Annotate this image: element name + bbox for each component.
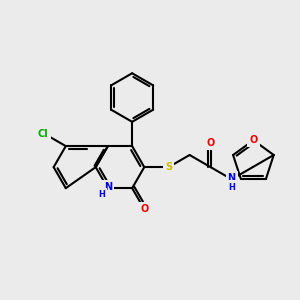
Text: O: O <box>140 204 148 214</box>
Text: H: H <box>228 182 235 191</box>
Text: S: S <box>165 162 172 172</box>
Text: N: N <box>228 173 236 183</box>
Text: O: O <box>249 135 257 145</box>
Text: Cl: Cl <box>38 129 49 139</box>
Text: H: H <box>98 190 105 199</box>
Text: N: N <box>104 182 112 192</box>
Text: O: O <box>206 138 215 148</box>
